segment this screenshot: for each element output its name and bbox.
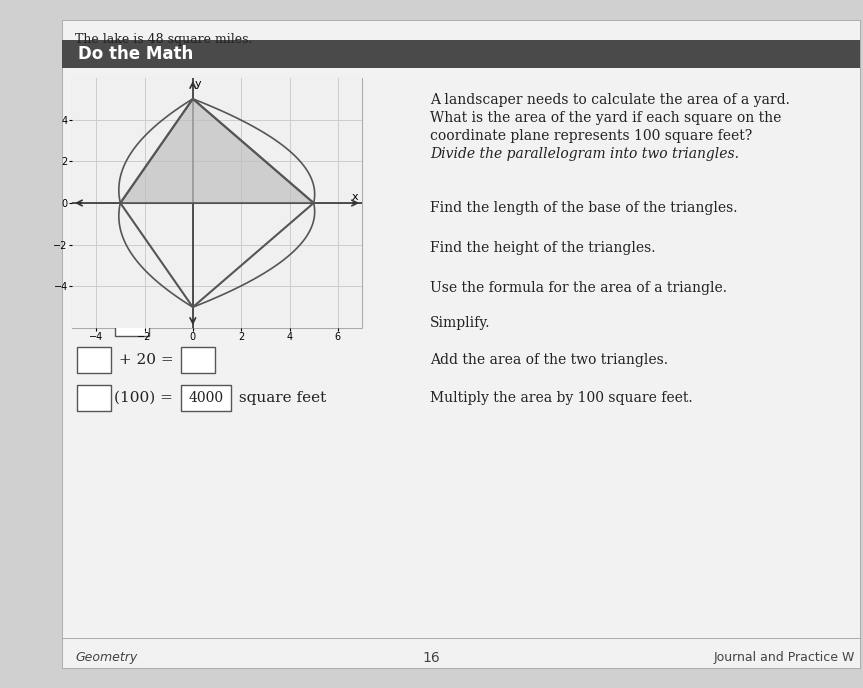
Polygon shape xyxy=(120,99,313,203)
Text: 5−(−3) =: 5−(−3) = xyxy=(78,201,157,215)
Text: (100) =: (100) = xyxy=(114,391,178,405)
Text: Geometry: Geometry xyxy=(75,652,137,665)
FancyBboxPatch shape xyxy=(257,233,295,263)
Text: Find the height of the triangles.: Find the height of the triangles. xyxy=(430,241,656,255)
Text: Add the area of the two triangles.: Add the area of the two triangles. xyxy=(430,353,668,367)
Text: + 20 =: + 20 = xyxy=(114,353,179,367)
FancyBboxPatch shape xyxy=(181,347,215,373)
Text: y: y xyxy=(194,79,201,89)
Text: A =: A = xyxy=(78,316,111,330)
Text: A = ½(: A = ½( xyxy=(78,281,132,295)
Text: 5 − 0 =: 5 − 0 = xyxy=(78,241,142,255)
Text: coordinate plane represents 100 square feet?: coordinate plane represents 100 square f… xyxy=(430,129,753,143)
Text: The lake is 48 square miles.: The lake is 48 square miles. xyxy=(75,33,252,46)
Text: What is the area of the yard if each square on the: What is the area of the yard if each squ… xyxy=(430,111,781,125)
Text: x: x xyxy=(351,192,358,202)
Text: = 5: = 5 xyxy=(298,241,331,255)
Text: Multiply the area by 100 square feet.: Multiply the area by 100 square feet. xyxy=(430,391,693,405)
Text: and 0 −: and 0 − xyxy=(186,241,256,255)
FancyBboxPatch shape xyxy=(165,194,203,222)
Text: 16: 16 xyxy=(422,651,440,665)
FancyBboxPatch shape xyxy=(77,385,111,411)
FancyBboxPatch shape xyxy=(72,78,362,328)
FancyBboxPatch shape xyxy=(62,40,860,68)
FancyBboxPatch shape xyxy=(181,385,231,411)
Text: Find the length of the base of the triangles.: Find the length of the base of the trian… xyxy=(430,201,738,215)
FancyBboxPatch shape xyxy=(115,310,149,336)
Text: A landscaper needs to calculate the area of a yard.: A landscaper needs to calculate the area… xyxy=(430,93,790,107)
FancyBboxPatch shape xyxy=(142,275,176,301)
FancyBboxPatch shape xyxy=(62,20,860,668)
Text: ) and A = ½(8)(5): ) and A = ½(8)(5) xyxy=(213,281,349,295)
Text: 5: 5 xyxy=(159,239,169,257)
FancyBboxPatch shape xyxy=(176,275,210,301)
Text: square feet: square feet xyxy=(234,391,326,405)
Text: and A = 20: and A = 20 xyxy=(152,316,243,330)
Text: 8: 8 xyxy=(179,200,189,217)
Text: 4000: 4000 xyxy=(188,391,224,405)
Text: Journal and Practice W: Journal and Practice W xyxy=(714,652,855,665)
Text: Divide the parallelogram into two triangles.: Divide the parallelogram into two triang… xyxy=(430,147,739,161)
FancyBboxPatch shape xyxy=(145,234,183,262)
FancyBboxPatch shape xyxy=(77,347,111,373)
Text: Do the Math: Do the Math xyxy=(78,45,193,63)
Text: Use the formula for the area of a triangle.: Use the formula for the area of a triang… xyxy=(430,281,727,295)
Text: Simplify.: Simplify. xyxy=(430,316,490,330)
